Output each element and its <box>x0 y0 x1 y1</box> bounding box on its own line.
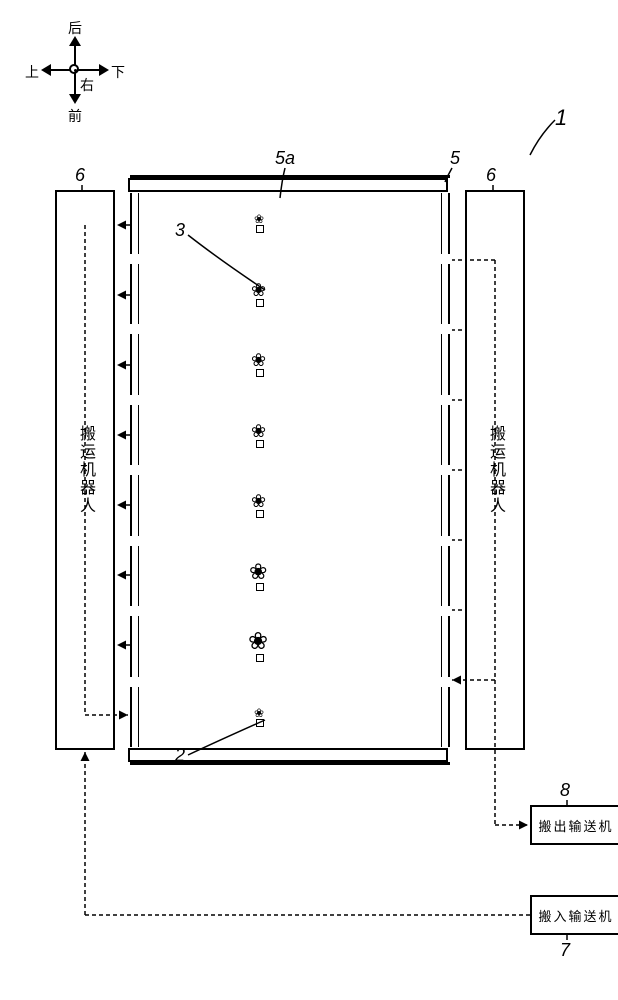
compass-center-dot <box>74 69 77 72</box>
shelf-slot-inner <box>138 334 442 395</box>
plant-pot <box>256 369 264 377</box>
compass-label-left: 上 <box>25 62 39 82</box>
shelf-slot <box>130 334 450 395</box>
shelf-slot <box>130 475 450 536</box>
conveyor-in-label: 搬入输送机 <box>538 906 613 925</box>
compass-arrow-left <box>41 64 51 76</box>
plant-icon: ❀ <box>249 561 267 583</box>
shelf-slot <box>130 546 450 607</box>
ref-conveyor-in: 7 <box>560 940 570 961</box>
transport-robot-right: 搬运机器人 <box>465 190 525 750</box>
plant-icon: ❀ <box>251 351 266 369</box>
compass-label-right: 下 <box>111 62 125 82</box>
compass-label-center: 右 <box>80 75 94 95</box>
compass-label-down: 前 <box>68 106 82 126</box>
shelf-slot-inner <box>138 475 442 536</box>
robot-label-left: 搬运机器人 <box>73 425 97 515</box>
plant-icon: ❀ <box>248 630 268 654</box>
direction-compass: 后 前 上 下 右 <box>25 20 125 120</box>
plant-pot <box>256 510 264 518</box>
ref-robot-left: 6 <box>75 165 85 186</box>
shelf-slot <box>130 264 450 325</box>
ref-plant-small: 2 <box>175 745 185 766</box>
ref-main: 1 <box>555 105 567 131</box>
conveyor-out-box: 搬出输送机 <box>530 805 618 845</box>
ref-shelf: 5 <box>450 148 460 169</box>
plant-icon: ❀ <box>251 281 266 299</box>
shelf-slot-inner <box>138 687 442 748</box>
plant-pot <box>256 719 264 727</box>
plant-pot <box>256 440 264 448</box>
plant-pot <box>256 654 264 662</box>
plant-icon: ❀ <box>251 422 266 440</box>
robot-label-right: 搬运机器人 <box>483 425 507 515</box>
conveyor-out-label: 搬出输送机 <box>538 816 613 835</box>
shelf-slot <box>130 405 450 466</box>
shelf-slot-inner <box>138 405 442 466</box>
plant-pot <box>256 583 264 591</box>
plant-pot <box>256 225 264 233</box>
ref-robot-right: 6 <box>486 165 496 186</box>
ref-conveyor-out: 8 <box>560 780 570 801</box>
shelf-slot-inner <box>138 264 442 325</box>
ref-plant-big: 3 <box>175 220 185 241</box>
ref-slot: 5a <box>275 148 295 169</box>
shelf-slot-inner <box>138 616 442 677</box>
shelf-slot-inner <box>138 546 442 607</box>
compass-arrow-down <box>69 94 81 104</box>
shelf-slot <box>130 687 450 748</box>
plant-icon: ❀ <box>254 707 264 719</box>
conveyor-in-box: 搬入输送机 <box>530 895 618 935</box>
plant-icon: ❀ <box>254 213 264 225</box>
shelf-slot <box>130 616 450 677</box>
plant-icon: ❀ <box>251 492 266 510</box>
compass-arrow-right <box>99 64 109 76</box>
transport-robot-left: 搬运机器人 <box>55 190 115 750</box>
compass-label-up: 后 <box>68 18 82 38</box>
shelf-end-top <box>128 178 448 192</box>
plant-pot <box>256 299 264 307</box>
